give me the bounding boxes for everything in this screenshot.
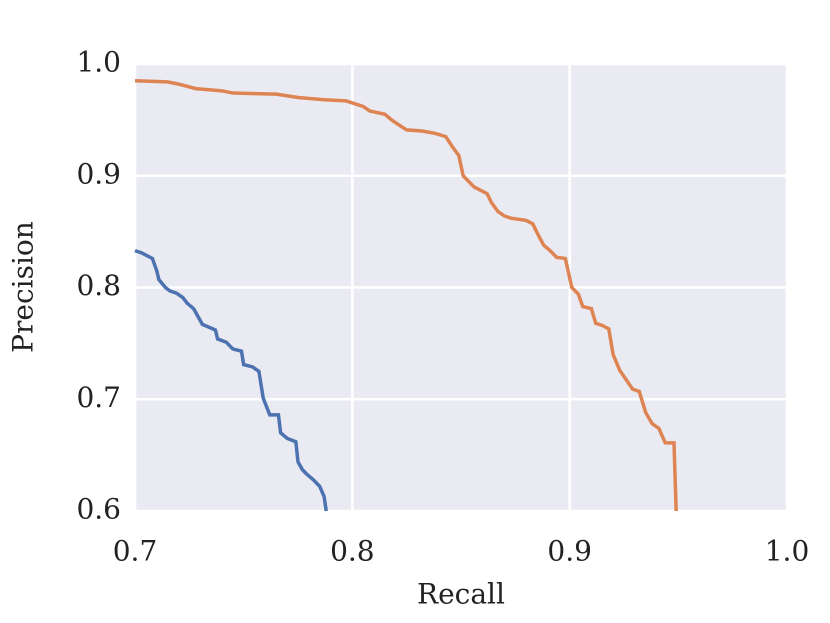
- y-tick-label: 0.9: [76, 157, 121, 190]
- y-tick-label: 1.0: [76, 46, 121, 79]
- pr-curve: [134, 79, 678, 512]
- y-tick-label: 0.8: [76, 269, 121, 302]
- y-tick-label: 0.7: [76, 381, 121, 414]
- x-tick-label: 1.0: [765, 535, 810, 568]
- pr-curve: [134, 248, 328, 512]
- x-axis-label: Recall: [417, 578, 505, 611]
- x-tick-label: 0.7: [113, 535, 158, 568]
- y-tick-label: 0.6: [76, 493, 121, 526]
- x-tick-label: 0.9: [547, 535, 592, 568]
- y-axis-label: Precision: [7, 221, 40, 353]
- x-tick-label: 0.8: [330, 535, 375, 568]
